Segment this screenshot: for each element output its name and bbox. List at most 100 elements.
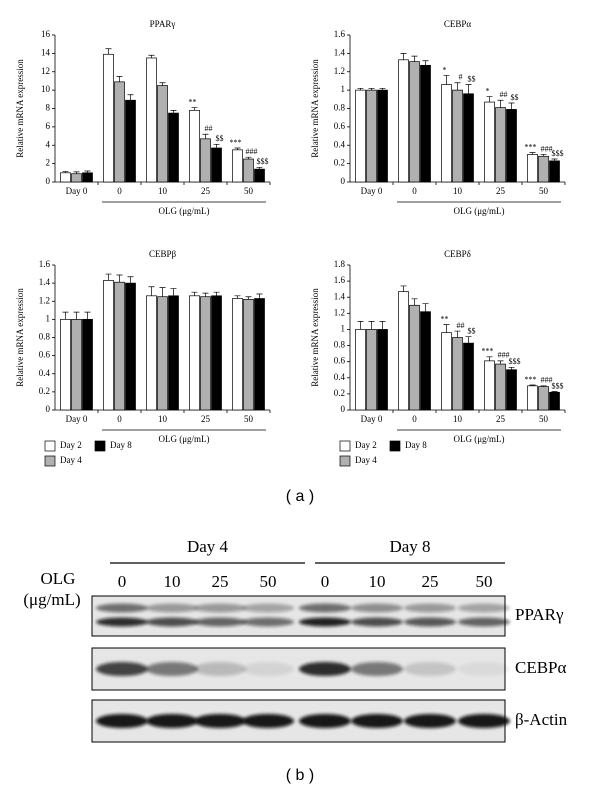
- x-tick-label: Day 0: [66, 186, 88, 196]
- blot-band: [404, 603, 456, 613]
- error-bar: [116, 75, 123, 82]
- error-bar: [191, 107, 198, 111]
- bar: [495, 107, 506, 183]
- x-tick-label: 25: [201, 186, 211, 196]
- significance-label: $$$: [509, 357, 521, 366]
- x-tick-label: 10: [158, 186, 168, 196]
- chart-title: CEBPδ: [444, 249, 471, 259]
- blot-band: [96, 617, 148, 627]
- bar: [82, 172, 93, 183]
- error-bar: [465, 84, 472, 94]
- y-tick-label: 0.2: [334, 158, 345, 168]
- error-bar: [508, 102, 515, 110]
- y-tick-label: 0.8: [39, 332, 51, 342]
- error-bar: [368, 87, 375, 91]
- x-tick-label: 25: [201, 414, 211, 424]
- chart-title: PPARγ: [150, 19, 176, 29]
- bar: [506, 109, 517, 183]
- significance-label: $$: [216, 134, 224, 143]
- y-tick-label: 0.8: [334, 103, 346, 113]
- bar: [157, 296, 168, 411]
- legend-swatch: [339, 440, 351, 452]
- error-bar: [62, 171, 69, 173]
- significance-label: ***: [525, 375, 537, 384]
- x-tick-label: 10: [453, 186, 463, 196]
- bar: [200, 296, 211, 411]
- error-bar: [422, 303, 429, 312]
- bar: [420, 311, 431, 411]
- y-tick-label: 1.8: [334, 259, 346, 269]
- error-bar: [213, 143, 220, 149]
- significance-label: **: [441, 314, 449, 323]
- y-tick-label: 0: [46, 176, 51, 186]
- bar: [527, 154, 538, 183]
- bar: [71, 173, 82, 183]
- blot-band: [299, 603, 351, 613]
- significance-label: $$: [511, 93, 519, 102]
- y-tick-label: 0.6: [39, 350, 51, 360]
- error-bar: [159, 287, 166, 297]
- significance-label: $$: [468, 327, 476, 336]
- x-tick-label: 0: [117, 186, 122, 196]
- dose-label: 50: [260, 572, 277, 591]
- bar: [146, 57, 157, 183]
- error-bar: [256, 293, 263, 299]
- bar: [377, 329, 388, 411]
- blot-band: [351, 662, 403, 676]
- error-bar: [454, 82, 461, 91]
- error-bar: [234, 147, 241, 150]
- significance-label: $$$: [552, 381, 564, 390]
- significance-label: $$: [468, 74, 476, 83]
- bar: [189, 109, 200, 183]
- bar: [82, 319, 93, 411]
- y-axis-label: Relative mRNA expression: [310, 288, 320, 387]
- bar: [506, 369, 517, 411]
- error-bar: [454, 330, 461, 338]
- error-bar: [73, 171, 80, 174]
- y-tick-label: 14: [41, 47, 51, 57]
- day-label: Day 8: [389, 537, 430, 556]
- x-tick-label: 25: [496, 414, 506, 424]
- error-bar: [508, 366, 515, 370]
- bar: [125, 99, 136, 183]
- blot-band: [194, 662, 246, 676]
- bar: [355, 329, 366, 411]
- blot-band: [242, 603, 294, 613]
- error-bar: [497, 99, 504, 108]
- y-tick-label: 0.4: [334, 372, 346, 382]
- dose-label: 10: [164, 572, 181, 591]
- legend-label: Day 4: [355, 455, 377, 465]
- error-bar: [368, 321, 375, 330]
- legend-label: Day 4: [60, 455, 82, 465]
- x-axis-label: OLG (μg/mL): [453, 434, 504, 444]
- significance-label: ***: [230, 138, 242, 147]
- bar: [103, 280, 114, 411]
- x-axis-label: OLG (μg/mL): [158, 434, 209, 444]
- x-axis-label: OLG (μg/mL): [453, 206, 504, 216]
- chart: CEBPδ Relative mRNA expression 0 0.2 0.4 0.6 0…: [310, 249, 566, 467]
- error-bar: [400, 285, 407, 292]
- x-tick-label: 50: [244, 414, 254, 424]
- bar: [484, 101, 495, 183]
- error-bar: [148, 54, 155, 58]
- bar: [232, 149, 243, 183]
- error-bar: [486, 356, 493, 361]
- bar: [538, 386, 549, 411]
- x-tick-label: 0: [412, 414, 417, 424]
- dose-label: 0: [321, 572, 330, 591]
- bar: [211, 295, 222, 411]
- y-tick-label: 1.2: [334, 307, 345, 317]
- bar: [146, 295, 157, 411]
- error-bar: [422, 60, 429, 66]
- protein-label: β-Actin: [515, 710, 568, 729]
- chart: CEBPβ Relative mRNA expression 0 0.2 0.4 0.6 0…: [15, 249, 271, 467]
- y-axis-label: Relative mRNA expression: [15, 288, 25, 387]
- western-blot: Day 4 0 10 25 50 Day 8 0 10 25 50 OLG (μg/mL) PPARγ C…: [23, 537, 568, 743]
- error-bar: [256, 166, 263, 170]
- y-tick-label: 1.2: [334, 66, 345, 76]
- legend-label: Day 8: [405, 440, 427, 450]
- bar: [409, 61, 420, 183]
- error-bar: [127, 276, 134, 284]
- bar: [538, 155, 549, 183]
